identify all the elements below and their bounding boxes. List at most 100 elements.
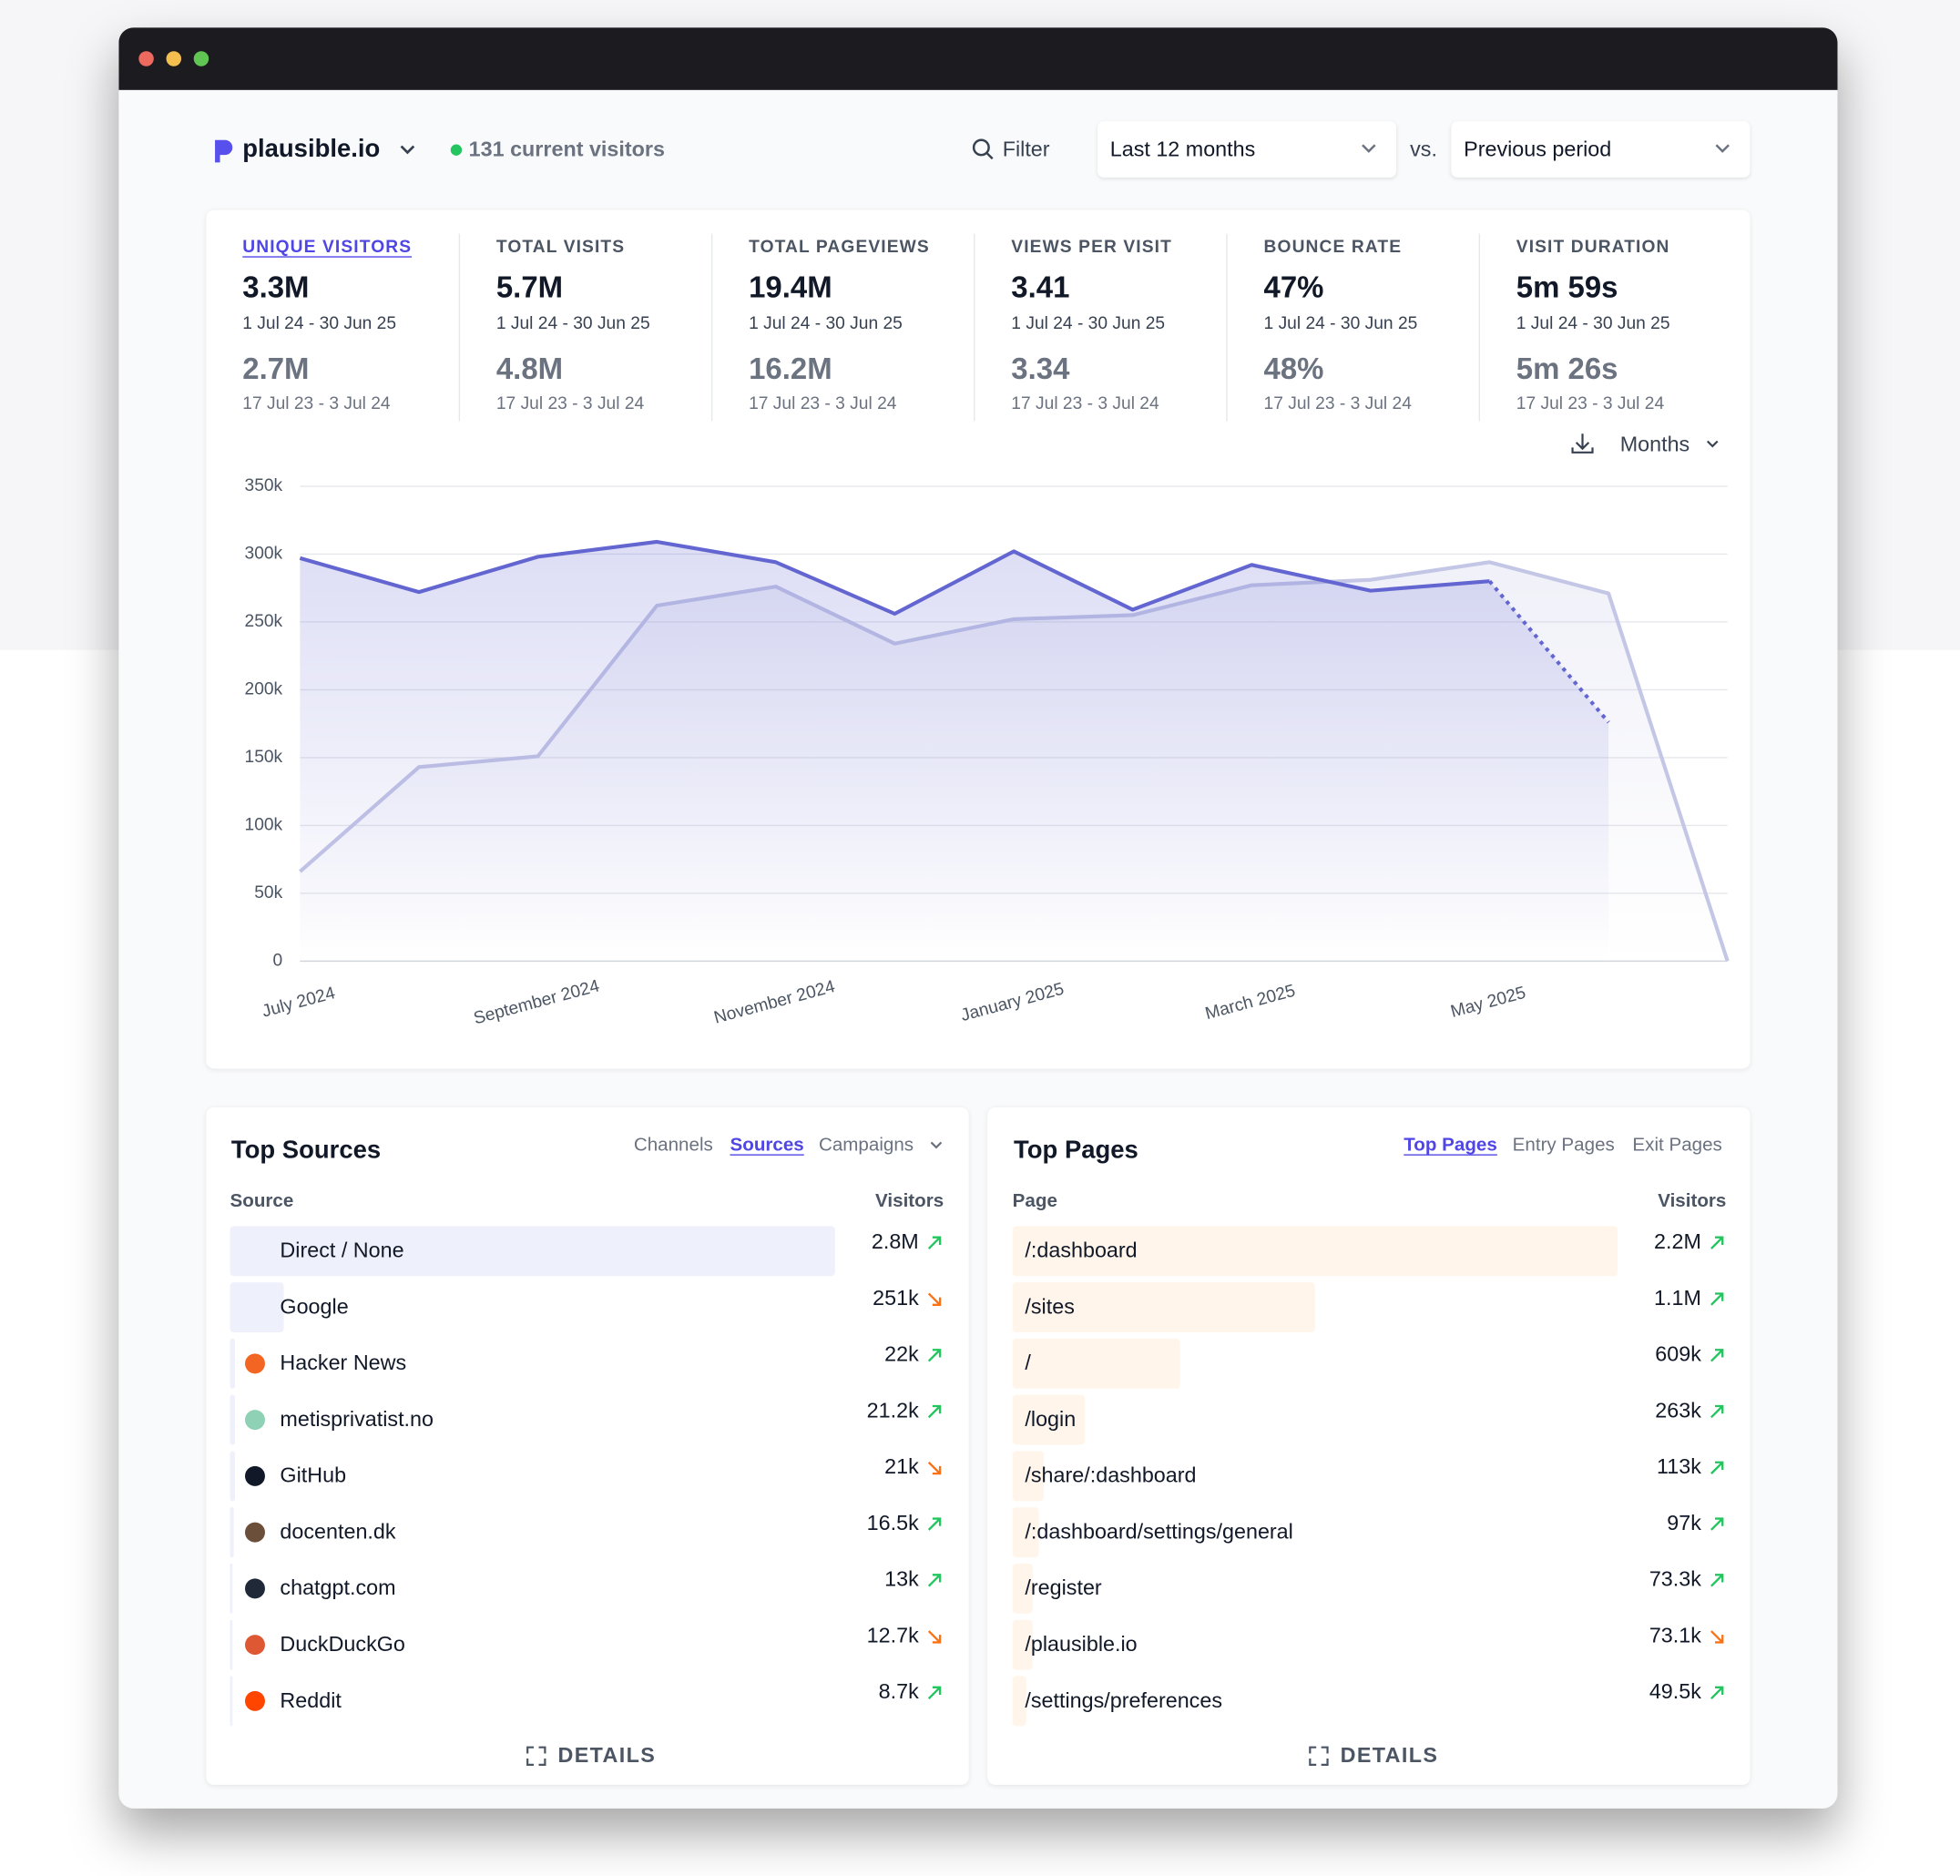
chevron[interactable] — [930, 1141, 943, 1149]
trend-arrow — [927, 1686, 942, 1699]
panel-tab[interactable]: Top Pages — [1404, 1134, 1497, 1156]
stat-previous-period: 17 Jul 23 - 3 Jul 24 — [1516, 392, 1665, 413]
bar — [230, 1226, 835, 1277]
stat-label[interactable]: TOTAL VISITS — [495, 236, 626, 257]
bar — [230, 1282, 285, 1333]
stat-label[interactable]: VISIT DURATION — [1516, 236, 1670, 257]
stat-label[interactable]: BOUNCE RATE — [1263, 236, 1403, 257]
stat-previous-value: 48% — [1263, 352, 1324, 387]
trend-arrow — [1710, 1236, 1724, 1249]
bar — [1012, 1394, 1086, 1445]
stat-label[interactable]: TOTAL PAGEVIEWS — [749, 236, 930, 257]
logo — [215, 139, 233, 163]
trend-arrow — [927, 1630, 942, 1644]
y-tick-label: 0 — [272, 951, 282, 970]
row-label[interactable]: /login — [1025, 1407, 1077, 1432]
panel-title: Top Sources — [230, 1137, 382, 1165]
details-button[interactable]: DETAILS — [1340, 1743, 1439, 1768]
row-value: 8.7k — [878, 1679, 919, 1704]
row-label[interactable]: /share/:dashboard — [1025, 1463, 1197, 1488]
row-label[interactable]: /plausible.io — [1025, 1632, 1138, 1657]
stat-previous-value: 5m 26s — [1516, 352, 1618, 387]
details-button[interactable]: DETAILS — [557, 1743, 657, 1768]
details-icon[interactable] — [1309, 1746, 1329, 1766]
row-label[interactable]: /settings/preferences — [1025, 1688, 1222, 1713]
chevron[interactable] — [1715, 144, 1730, 153]
minimize-button[interactable] — [166, 51, 182, 66]
panel-tab[interactable]: Exit Pages — [1632, 1134, 1722, 1156]
panel-tab[interactable]: Sources — [730, 1134, 804, 1156]
bar — [1012, 1676, 1026, 1727]
chevron[interactable] — [1706, 440, 1719, 448]
comparison-dropdown[interactable] — [1451, 121, 1751, 178]
source-icon — [245, 1578, 265, 1599]
close-button[interactable] — [138, 51, 154, 66]
row-value: 113k — [1657, 1454, 1701, 1479]
row-label[interactable]: /sites — [1025, 1294, 1075, 1319]
panel-tab[interactable]: Entry Pages — [1512, 1134, 1615, 1156]
period-label[interactable]: Last 12 months — [1109, 137, 1256, 162]
row-value: 16.5k — [866, 1511, 919, 1535]
bar — [1012, 1563, 1033, 1614]
bar — [1012, 1451, 1044, 1502]
row-value: 73.3k — [1649, 1567, 1701, 1592]
bar — [1012, 1282, 1315, 1333]
panel-tab[interactable]: Campaigns — [818, 1134, 914, 1156]
zoom-button[interactable] — [193, 51, 209, 66]
row-label[interactable]: /:dashboard/settings/general — [1025, 1519, 1293, 1544]
trend-arrow — [1710, 1574, 1724, 1587]
row-label[interactable]: Direct / None — [280, 1239, 404, 1263]
trend-arrow — [1710, 1292, 1724, 1306]
x-tick-label: September 2024 — [472, 976, 602, 1028]
stat-divider — [974, 233, 975, 422]
stat-previous-period: 17 Jul 23 - 3 Jul 24 — [242, 392, 391, 413]
chevron[interactable] — [400, 145, 415, 155]
row-label[interactable]: Google — [280, 1294, 349, 1319]
row-label[interactable]: Reddit — [280, 1688, 342, 1713]
column-header: Page — [1012, 1190, 1057, 1212]
site-name[interactable]: plausible.io — [242, 135, 381, 164]
pages-card — [987, 1106, 1751, 1785]
trend-arrow — [927, 1404, 942, 1419]
comparison-label[interactable]: Previous period — [1464, 137, 1612, 162]
download-icon[interactable] — [1571, 433, 1594, 454]
row-label[interactable]: / — [1025, 1351, 1031, 1375]
stat-label[interactable]: UNIQUE VISITORS — [242, 236, 413, 257]
interval-dropdown[interactable]: Months — [1619, 432, 1690, 456]
stat-previous-value: 16.2M — [749, 352, 832, 387]
row-label[interactable]: Hacker News — [280, 1351, 407, 1375]
row-label[interactable]: metisprivatist.no — [280, 1407, 434, 1432]
period-dropdown[interactable] — [1097, 121, 1397, 178]
row-label[interactable]: docenten.dk — [280, 1519, 396, 1544]
x-tick-label: January 2025 — [959, 980, 1067, 1025]
y-tick-label: 300k — [245, 544, 283, 563]
search-icon[interactable] — [972, 138, 990, 157]
stat-previous-period: 17 Jul 23 - 3 Jul 24 — [1263, 392, 1412, 413]
panel-tab[interactable]: Channels — [633, 1134, 713, 1156]
row-value: 1.1M — [1654, 1286, 1701, 1310]
row-label[interactable]: chatgpt.com — [280, 1575, 396, 1600]
row-label[interactable]: /register — [1025, 1575, 1102, 1600]
y-tick-label: 150k — [245, 748, 283, 767]
details-icon[interactable] — [526, 1746, 546, 1766]
bar — [230, 1563, 233, 1614]
filter-button[interactable]: Filter — [1002, 137, 1050, 162]
bar — [230, 1338, 235, 1389]
stat-label[interactable]: VIEWS PER VISIT — [1011, 236, 1172, 257]
trend-arrow — [1710, 1517, 1724, 1531]
chevron[interactable] — [1362, 144, 1376, 153]
row-label[interactable]: GitHub — [280, 1463, 347, 1488]
row-label[interactable]: /:dashboard — [1025, 1239, 1138, 1263]
title-bar — [118, 27, 1838, 90]
row-label[interactable]: DuckDuckGo — [280, 1632, 405, 1657]
trend-arrow — [927, 1236, 942, 1249]
trend-arrow — [1710, 1686, 1724, 1699]
bar — [230, 1507, 234, 1558]
stat-period: 1 Jul 24 - 30 Jun 25 — [749, 312, 903, 333]
column-header: Visitors — [1658, 1190, 1727, 1212]
stat-period: 1 Jul 24 - 30 Jun 25 — [1263, 312, 1418, 333]
trend-arrow — [1710, 1349, 1724, 1362]
search-icon[interactable] — [985, 151, 994, 160]
